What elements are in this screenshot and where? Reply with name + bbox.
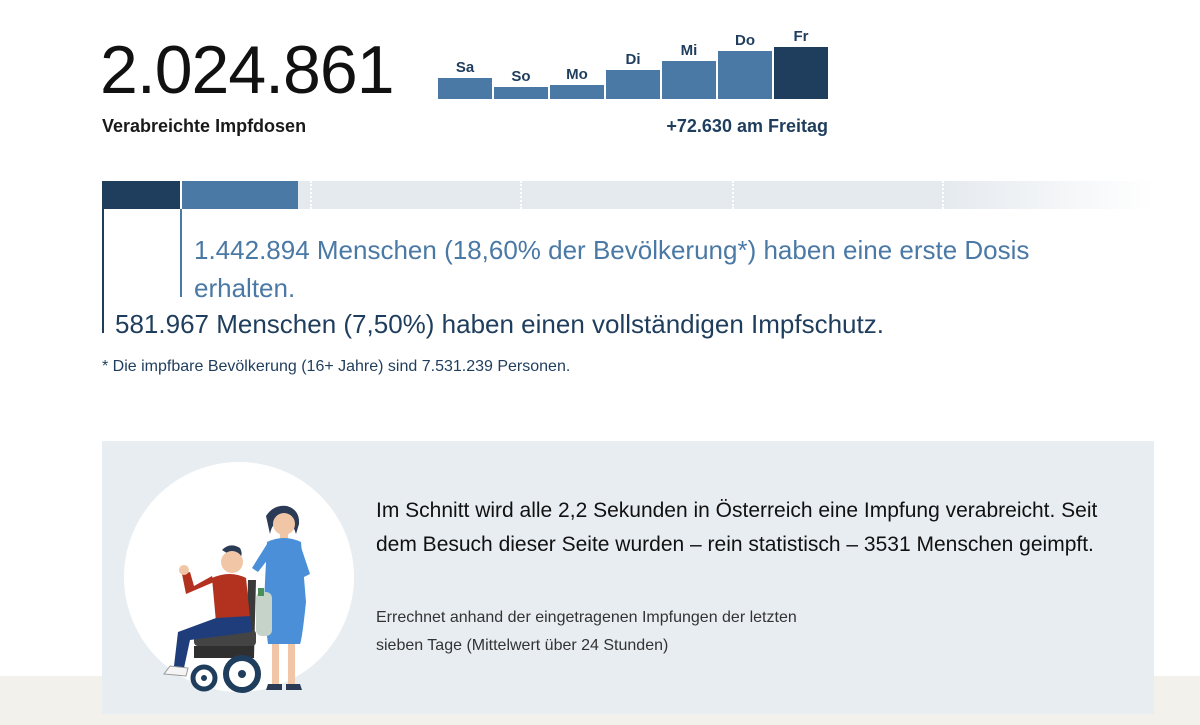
day-label-di: Di xyxy=(626,51,641,68)
progress-divider xyxy=(180,181,182,209)
vaccination-rate-text: Im Schnitt wird alle 2,2 Sekunden in Öst… xyxy=(376,499,1098,556)
progress-tick xyxy=(310,181,312,209)
progress-tick xyxy=(732,181,734,209)
bar-do xyxy=(718,51,772,99)
progress-tick xyxy=(942,181,944,209)
bar-mo xyxy=(550,85,604,99)
bar-fr xyxy=(774,47,828,99)
bar-di xyxy=(606,70,660,99)
progress-tick xyxy=(520,181,522,209)
daily-doses-chart: Sa So Mo Di Mi Do Fr xyxy=(438,28,828,99)
nurse-figure-icon xyxy=(252,505,310,690)
bar-so xyxy=(494,87,548,99)
daily-doses-caption: +72.630 am Freitag xyxy=(666,116,828,136)
day-label-mo: Mo xyxy=(566,66,588,83)
first-dose-statement: 1.442.894 Menschen (18,60% der Bevölkeru… xyxy=(194,235,1030,303)
seated-man-icon xyxy=(163,545,252,677)
full-protection-marker xyxy=(102,209,104,333)
full-protection-statement: 581.967 Menschen (7,50%) haben einen vol… xyxy=(115,309,884,339)
population-footnote: * Die impfbare Bevölkerung (16+ Jahre) s… xyxy=(102,358,571,375)
vaccination-progress-bar xyxy=(102,181,1154,209)
wheelchair-icon xyxy=(190,580,272,693)
full-protection-segment xyxy=(102,181,181,209)
bar-sa xyxy=(438,78,492,99)
calculation-note: Errechnet anhand der eingetragenen Impfu… xyxy=(376,609,797,654)
day-label-fr: Fr xyxy=(794,28,809,45)
day-label-so: So xyxy=(511,68,530,85)
first-dose-marker xyxy=(180,209,182,297)
wheelchair-nurse-illustration xyxy=(163,505,310,693)
total-doses-number: 2.024.861 xyxy=(100,32,395,108)
day-label-mi: Mi xyxy=(681,42,698,59)
total-doses-label: Verabreichte Impfdosen xyxy=(102,116,307,136)
bar-mi xyxy=(662,61,716,99)
day-label-do: Do xyxy=(735,32,755,49)
day-label-sa: Sa xyxy=(456,59,475,76)
